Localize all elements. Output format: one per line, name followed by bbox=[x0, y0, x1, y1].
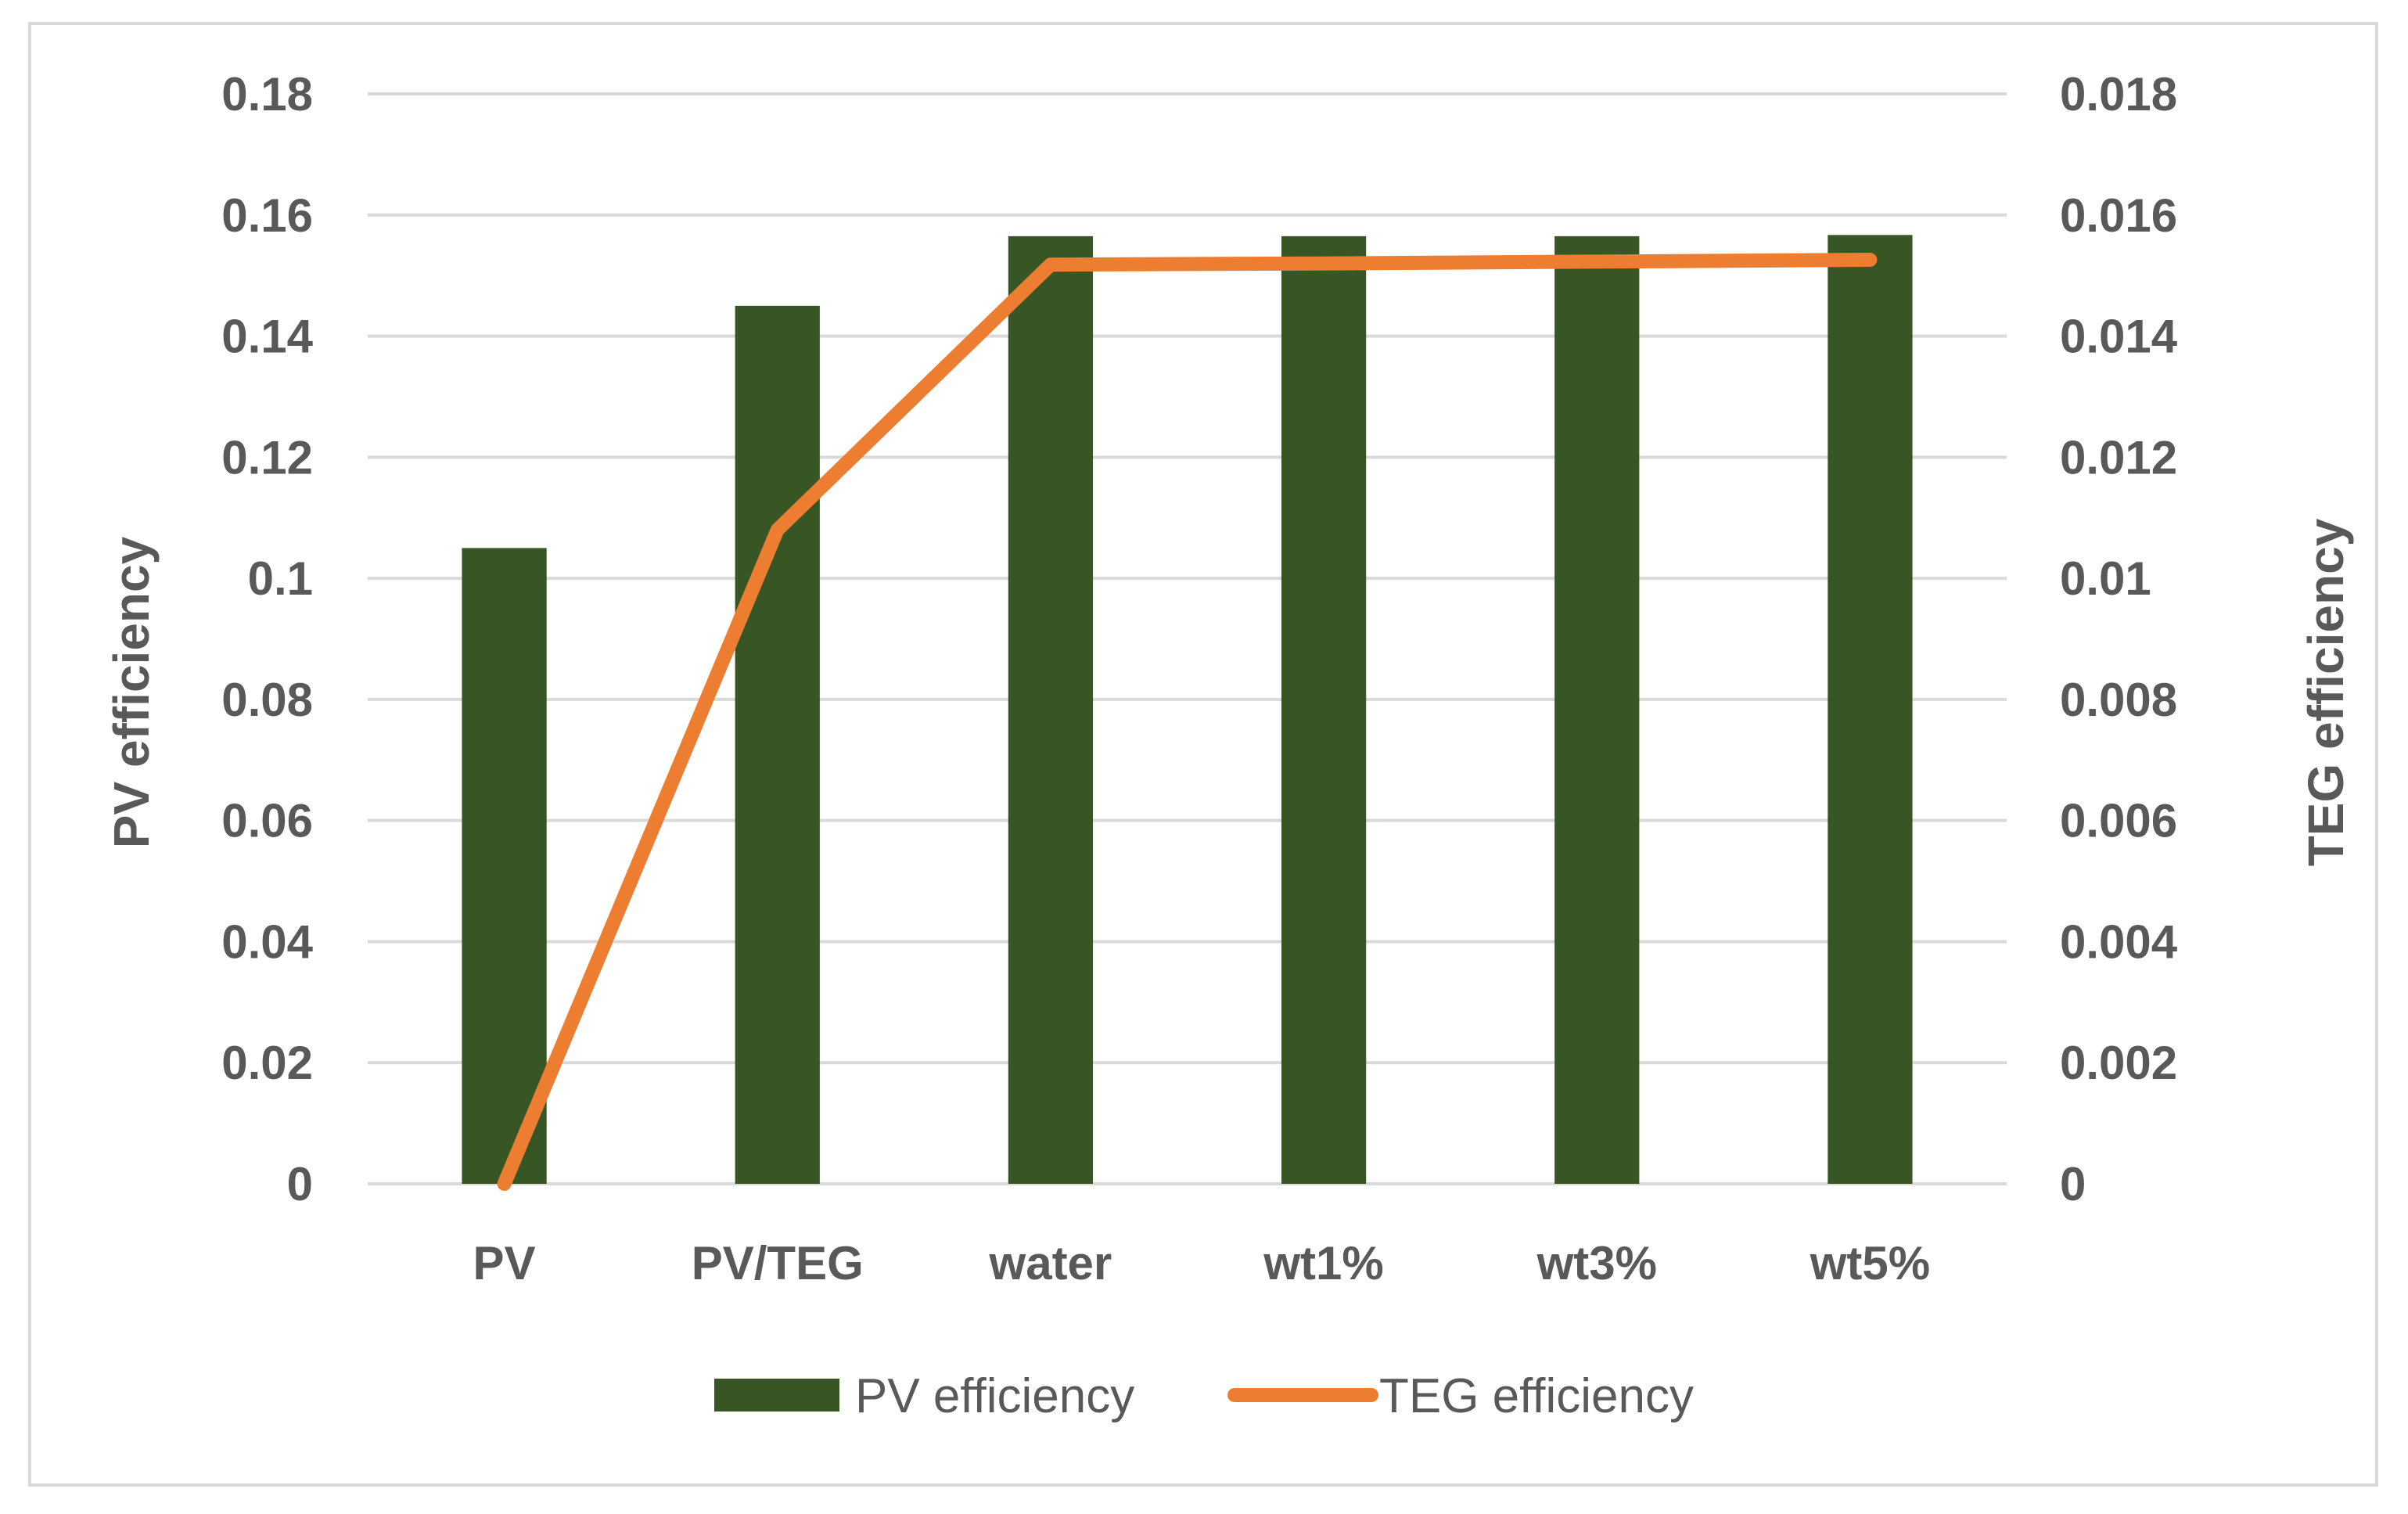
x-tick-label: PV/TEG bbox=[692, 1237, 864, 1289]
pv-efficiency-bars bbox=[462, 235, 1913, 1185]
y-tick-label-right: 0.016 bbox=[2060, 189, 2177, 242]
point-teg-efficiency bbox=[1323, 263, 1324, 264]
y-tick-label-left: 0.14 bbox=[221, 311, 313, 363]
x-tick-label: wt1% bbox=[1263, 1237, 1383, 1289]
y-tick-label-right: 0.018 bbox=[2060, 68, 2177, 120]
y-tick-label-right: 0.014 bbox=[2060, 311, 2178, 363]
point-teg-efficiency bbox=[1869, 259, 1871, 261]
y-axis-title-right: TEG efficiency bbox=[2298, 518, 2354, 866]
bar-pv-efficiency bbox=[1008, 236, 1094, 1184]
y-tick-label-right: 0.006 bbox=[2060, 795, 2177, 847]
line-teg-efficiency bbox=[497, 253, 1878, 1191]
x-tick-label: wt5% bbox=[1810, 1237, 1930, 1289]
legend: PV efficiency TEG efficiency bbox=[714, 1369, 1694, 1423]
y-tick-label-right: 0.002 bbox=[2060, 1037, 2177, 1089]
bar-pv-efficiency bbox=[1828, 235, 1913, 1184]
bar-pv-efficiency bbox=[462, 548, 547, 1184]
gridlines bbox=[368, 92, 2007, 1185]
y-tick-label-left: 0 bbox=[287, 1158, 313, 1210]
y-tick-label-left: 0.04 bbox=[221, 915, 313, 968]
y-tick-label-left: 0.1 bbox=[248, 552, 313, 605]
point-teg-efficiency bbox=[1050, 264, 1051, 265]
legend-swatch-pv-efficiency bbox=[714, 1379, 839, 1412]
x-tick-label: water bbox=[989, 1237, 1112, 1289]
teg-efficiency-line bbox=[497, 253, 1878, 1191]
legend-label-teg-efficiency: TEG efficiency bbox=[1379, 1369, 1694, 1423]
legend-label-pv-efficiency: PV efficiency bbox=[855, 1369, 1134, 1423]
point-teg-efficiency bbox=[504, 1183, 505, 1185]
y-tick-label-right: 0.004 bbox=[2060, 915, 2178, 968]
y-tick-label-left: 0.18 bbox=[221, 68, 313, 120]
bar-pv-efficiency bbox=[1281, 236, 1367, 1184]
y-tick-label-right: 0.008 bbox=[2060, 674, 2177, 726]
y-tick-label-right: 0.01 bbox=[2060, 552, 2151, 605]
point-teg-efficiency bbox=[777, 529, 778, 530]
y-tick-label-left: 0.02 bbox=[221, 1037, 313, 1089]
bar-pv-efficiency bbox=[735, 305, 820, 1185]
point-teg-efficiency bbox=[1596, 261, 1598, 262]
x-tick-label: wt3% bbox=[1536, 1237, 1657, 1289]
y-tick-label-right: 0.012 bbox=[2060, 431, 2177, 484]
y-tick-label-left: 0.16 bbox=[221, 189, 313, 242]
y-axis-title-left: PV efficiency bbox=[103, 536, 160, 848]
x-tick-label: PV bbox=[473, 1237, 536, 1289]
bar-pv-efficiency bbox=[1554, 236, 1640, 1184]
y-tick-label-right: 0 bbox=[2060, 1158, 2086, 1210]
y-tick-label-left: 0.08 bbox=[221, 674, 313, 726]
y-tick-label-left: 0.06 bbox=[221, 795, 313, 847]
y-tick-label-left: 0.12 bbox=[221, 431, 313, 484]
axis-ticks: 0 0 0.02 0.002 0.04 0.004 0.06 0.006 0.08 0.008 0.… bbox=[221, 68, 2178, 1289]
